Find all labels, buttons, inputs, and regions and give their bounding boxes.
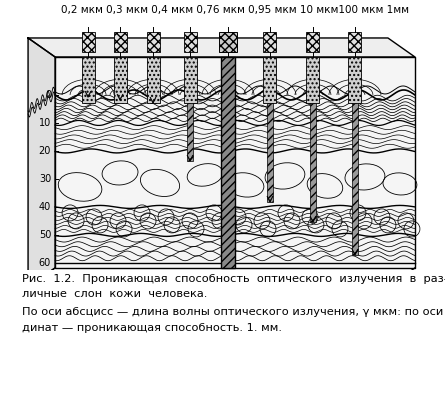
Bar (307, 57, 320, 103)
Bar (113, 32, 126, 52)
Bar (310, 95, 316, 222)
Polygon shape (28, 38, 55, 287)
Bar (113, 57, 126, 103)
Bar (352, 95, 358, 255)
Text: 0,2 мкм 0,3 мкм 0,4 мкм 0,76 мкм 0,95 мкм 10 мкм100 мкм 1мм: 0,2 мкм 0,3 мкм 0,4 мкм 0,76 мкм 0,95 мк… (61, 5, 409, 15)
Bar (183, 32, 197, 52)
Bar (146, 32, 159, 52)
Text: личные  слон  кожи  человека.: личные слон кожи человека. (22, 289, 207, 299)
Bar (85, 95, 91, 97)
Bar (307, 32, 320, 52)
Bar (150, 95, 156, 103)
Text: 40: 40 (39, 202, 51, 212)
Text: 50: 50 (39, 230, 51, 240)
Text: динат — проникающая способность. 1. мм.: динат — проникающая способность. 1. мм. (22, 323, 282, 333)
Bar (225, 95, 231, 153)
Bar (263, 57, 276, 103)
Bar (187, 95, 193, 161)
Text: Рис.  1.2.  Проникающая  способность  оптического  излучения  в  раз-: Рис. 1.2. Проникающая способность оптиче… (22, 274, 445, 284)
Bar (348, 32, 361, 52)
Text: 60: 60 (39, 258, 51, 268)
Bar (183, 57, 197, 103)
Bar (81, 57, 94, 103)
Text: 0: 0 (45, 90, 51, 100)
Polygon shape (28, 38, 415, 57)
Bar (222, 57, 235, 103)
Bar (219, 32, 237, 52)
Bar (221, 57, 235, 268)
Text: 30: 30 (39, 174, 51, 184)
Bar (81, 32, 94, 52)
Bar (222, 32, 235, 52)
Bar (348, 57, 361, 103)
Bar (263, 32, 276, 52)
Text: По оси абсцисс — длина волны оптического излучения, γ мкм: по оси ор-: По оси абсцисс — длина волны оптического… (22, 307, 445, 317)
Bar (117, 95, 123, 100)
Bar (146, 57, 159, 103)
Bar (267, 95, 273, 202)
Text: 10: 10 (39, 118, 51, 128)
Polygon shape (55, 57, 415, 268)
Text: 20: 20 (39, 146, 51, 156)
